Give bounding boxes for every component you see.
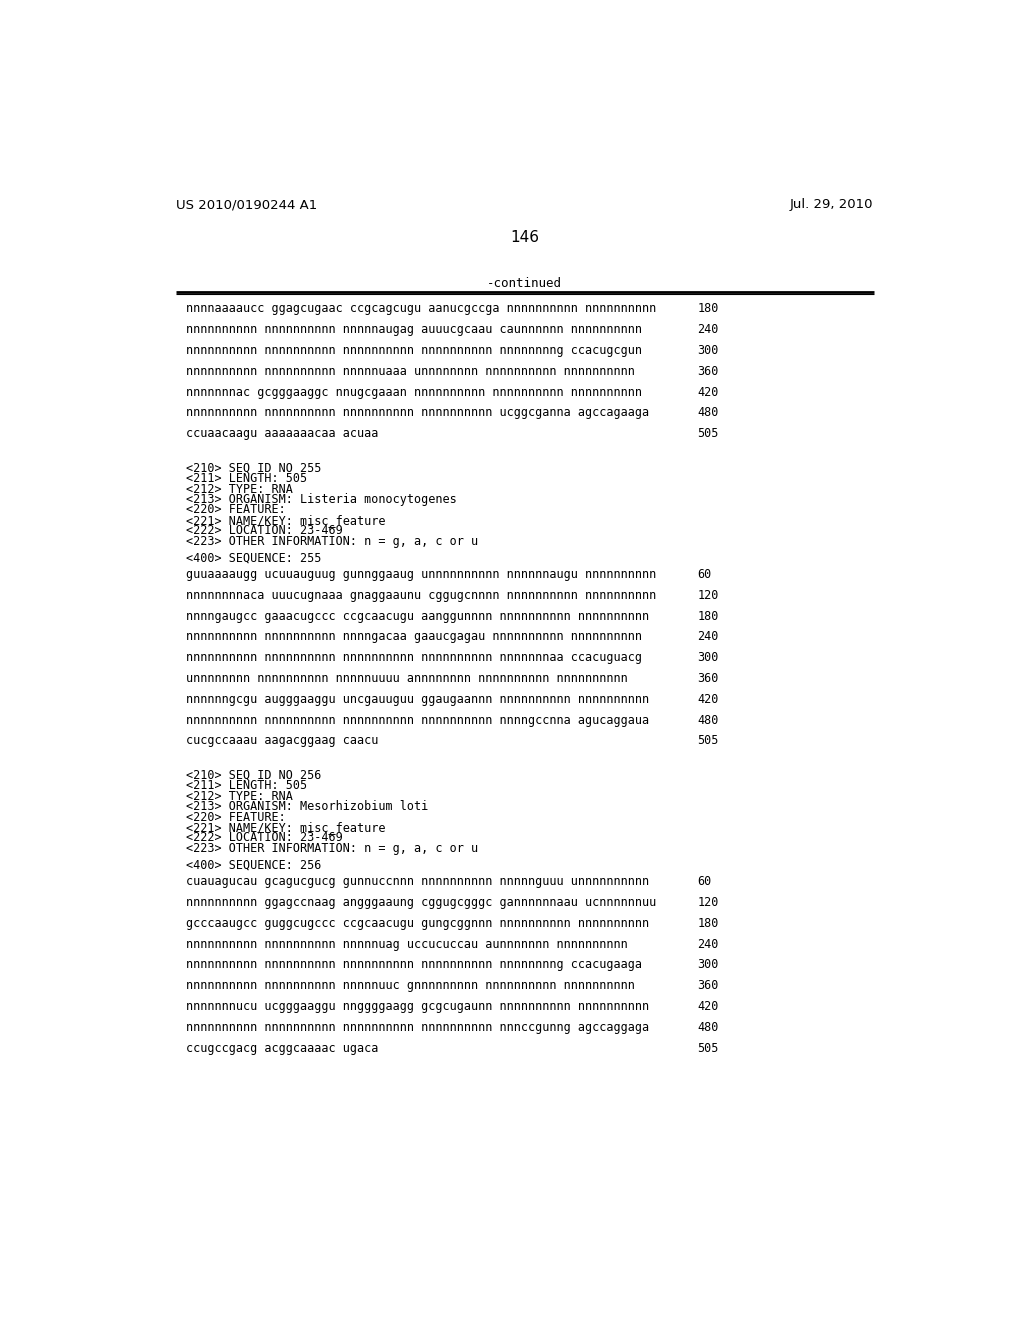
Text: 505: 505 <box>697 428 719 440</box>
Text: 60: 60 <box>697 875 712 888</box>
Text: <213> ORGANISM: Listeria monocytogenes: <213> ORGANISM: Listeria monocytogenes <box>186 492 457 506</box>
Text: 300: 300 <box>697 651 719 664</box>
Text: US 2010/0190244 A1: US 2010/0190244 A1 <box>176 198 317 211</box>
Text: 505: 505 <box>697 734 719 747</box>
Text: 180: 180 <box>697 302 719 315</box>
Text: <213> ORGANISM: Mesorhizobium loti: <213> ORGANISM: Mesorhizobium loti <box>186 800 428 813</box>
Text: 240: 240 <box>697 323 719 337</box>
Text: 360: 360 <box>697 364 719 378</box>
Text: nnnnnnnnaca uuucugnaaa gnaggaaunu cggugcnnnn nnnnnnnnnn nnnnnnnnnn: nnnnnnnnaca uuucugnaaa gnaggaaunu cggugc… <box>186 589 656 602</box>
Text: -continued: -continued <box>487 277 562 290</box>
Text: 300: 300 <box>697 958 719 972</box>
Text: cucgccaaau aagacggaag caacu: cucgccaaau aagacggaag caacu <box>186 734 379 747</box>
Text: nnnnnnnnnn nnnnnnnnnn nnnnnnnnnn nnnnnnnnnn nnnngccnna agucaggaua: nnnnnnnnnn nnnnnnnnnn nnnnnnnnnn nnnnnnn… <box>186 714 649 726</box>
Text: nnnnnnnnnn nnnnnnnnnn nnnnnnnnnn nnnnnnnnnn nnnnnnnng ccacugcgun: nnnnnnnnnn nnnnnnnnnn nnnnnnnnnn nnnnnnn… <box>186 345 642 356</box>
Text: Jul. 29, 2010: Jul. 29, 2010 <box>791 198 873 211</box>
Text: ccuaacaagu aaaaaaacaa acuaa: ccuaacaagu aaaaaaacaa acuaa <box>186 428 379 440</box>
Text: nnnnnnnnnn nnnnnnnnnn nnnnnnnnnn nnnnnnnnnn ucggcganna agccagaaga: nnnnnnnnnn nnnnnnnnnn nnnnnnnnnn nnnnnnn… <box>186 407 649 420</box>
Text: nnnnnngcgu augggaaggu uncgauuguu ggaugaannn nnnnnnnnnn nnnnnnnnnn: nnnnnngcgu augggaaggu uncgauuguu ggaugaa… <box>186 693 649 706</box>
Text: nnnnnnnnnn nnnnnnnnnn nnnnnnnnnn nnnnnnnnnn nnnccgunng agccaggaga: nnnnnnnnnn nnnnnnnnnn nnnnnnnnnn nnnnnnn… <box>186 1020 649 1034</box>
Text: nnnnnnnnnn nnnnnnnnnn nnnnnaugag auuucgcaau caunnnnnn nnnnnnnnnn: nnnnnnnnnn nnnnnnnnnn nnnnnaugag auuucgc… <box>186 323 642 337</box>
Text: nnnnnnnnnn nnnnnnnnnn nnnnnuag uccucuccau aunnnnnnn nnnnnnnnnn: nnnnnnnnnn nnnnnnnnnn nnnnnuag uccucucca… <box>186 937 628 950</box>
Text: 360: 360 <box>697 979 719 993</box>
Text: 240: 240 <box>697 631 719 643</box>
Text: <220> FEATURE:: <220> FEATURE: <box>186 503 286 516</box>
Text: <210> SEQ ID NO 255: <210> SEQ ID NO 255 <box>186 462 322 475</box>
Text: 480: 480 <box>697 407 719 420</box>
Text: <212> TYPE: RNA: <212> TYPE: RNA <box>186 483 293 495</box>
Text: 480: 480 <box>697 1020 719 1034</box>
Text: gcccaaugcc guggcugccc ccgcaacugu gungcggnnn nnnnnnnnnn nnnnnnnnnn: gcccaaugcc guggcugccc ccgcaacugu gungcgg… <box>186 917 649 929</box>
Text: ccugccgacg acggcaaaac ugaca: ccugccgacg acggcaaaac ugaca <box>186 1041 379 1055</box>
Text: <400> SEQUENCE: 255: <400> SEQUENCE: 255 <box>186 552 322 564</box>
Text: nnnnnnnnnn ggagccnaag angggaaung cggugcgggc gannnnnnaau ucnnnnnnuu: nnnnnnnnnn ggagccnaag angggaaung cggugcg… <box>186 896 656 909</box>
Text: <223> OTHER INFORMATION: n = g, a, c or u: <223> OTHER INFORMATION: n = g, a, c or … <box>186 535 478 548</box>
Text: 146: 146 <box>510 230 540 244</box>
Text: <221> NAME/KEY: misc_feature: <221> NAME/KEY: misc_feature <box>186 513 386 527</box>
Text: 420: 420 <box>697 385 719 399</box>
Text: guuaaaaugg ucuuauguug gunnggaaug unnnnnnnnnn nnnnnnaugu nnnnnnnnnn: guuaaaaugg ucuuauguug gunnggaaug unnnnnn… <box>186 568 656 581</box>
Text: unnnnnnnn nnnnnnnnnn nnnnnuuuu annnnnnnn nnnnnnnnnn nnnnnnnnnn: unnnnnnnn nnnnnnnnnn nnnnnuuuu annnnnnnn… <box>186 672 628 685</box>
Text: <400> SEQUENCE: 256: <400> SEQUENCE: 256 <box>186 858 322 871</box>
Text: 420: 420 <box>697 693 719 706</box>
Text: <223> OTHER INFORMATION: n = g, a, c or u: <223> OTHER INFORMATION: n = g, a, c or … <box>186 842 478 855</box>
Text: nnnnaaaaucc ggagcugaac ccgcagcugu aanucgccga nnnnnnnnnn nnnnnnnnnn: nnnnaaaaucc ggagcugaac ccgcagcugu aanucg… <box>186 302 656 315</box>
Text: <211> LENGTH: 505: <211> LENGTH: 505 <box>186 779 307 792</box>
Text: <220> FEATURE:: <220> FEATURE: <box>186 810 286 824</box>
Text: <221> NAME/KEY: misc_feature: <221> NAME/KEY: misc_feature <box>186 821 386 834</box>
Text: 480: 480 <box>697 714 719 726</box>
Text: <222> LOCATION: 23-469: <222> LOCATION: 23-469 <box>186 832 343 845</box>
Text: 420: 420 <box>697 1001 719 1012</box>
Text: 180: 180 <box>697 917 719 929</box>
Text: <211> LENGTH: 505: <211> LENGTH: 505 <box>186 473 307 486</box>
Text: 180: 180 <box>697 610 719 623</box>
Text: nnnnnnnnnn nnnnnnnnnn nnnnnnnnnn nnnnnnnnnn nnnnnnnng ccacugaaga: nnnnnnnnnn nnnnnnnnnn nnnnnnnnnn nnnnnnn… <box>186 958 642 972</box>
Text: nnnnnnnac gcgggaaggc nnugcgaaan nnnnnnnnnn nnnnnnnnnn nnnnnnnnnn: nnnnnnnac gcgggaaggc nnugcgaaan nnnnnnnn… <box>186 385 642 399</box>
Text: 120: 120 <box>697 896 719 909</box>
Text: 60: 60 <box>697 568 712 581</box>
Text: nnnnnnnnnn nnnnnnnnnn nnnnnuaaa unnnnnnnn nnnnnnnnnn nnnnnnnnnn: nnnnnnnnnn nnnnnnnnnn nnnnnuaaa unnnnnnn… <box>186 364 635 378</box>
Text: nnnngaugcc gaaacugccc ccgcaacugu aanggunnnn nnnnnnnnnn nnnnnnnnnn: nnnngaugcc gaaacugccc ccgcaacugu aanggun… <box>186 610 649 623</box>
Text: nnnnnnnnnn nnnnnnnnnn nnnnnnnnnn nnnnnnnnnn nnnnnnnaa ccacuguacg: nnnnnnnnnn nnnnnnnnnn nnnnnnnnnn nnnnnnn… <box>186 651 642 664</box>
Text: 120: 120 <box>697 589 719 602</box>
Text: nnnnnnnucu ucgggaaggu nnggggaagg gcgcugaunn nnnnnnnnnn nnnnnnnnnn: nnnnnnnucu ucgggaaggu nnggggaagg gcgcuga… <box>186 1001 649 1012</box>
Text: 360: 360 <box>697 672 719 685</box>
Text: <212> TYPE: RNA: <212> TYPE: RNA <box>186 789 293 803</box>
Text: 240: 240 <box>697 937 719 950</box>
Text: 300: 300 <box>697 345 719 356</box>
Text: nnnnnnnnnn nnnnnnnnnn nnnngacaa gaaucgagau nnnnnnnnnn nnnnnnnnnn: nnnnnnnnnn nnnnnnnnnn nnnngacaa gaaucgag… <box>186 631 642 643</box>
Text: <210> SEQ ID NO 256: <210> SEQ ID NO 256 <box>186 770 322 781</box>
Text: nnnnnnnnnn nnnnnnnnnn nnnnnuuc gnnnnnnnnn nnnnnnnnnn nnnnnnnnnn: nnnnnnnnnn nnnnnnnnnn nnnnnuuc gnnnnnnnn… <box>186 979 635 993</box>
Text: 505: 505 <box>697 1041 719 1055</box>
Text: <222> LOCATION: 23-469: <222> LOCATION: 23-469 <box>186 524 343 537</box>
Text: cuauagucau gcagucgucg gunnuccnnn nnnnnnnnnn nnnnnguuu unnnnnnnnnn: cuauagucau gcagucgucg gunnuccnnn nnnnnnn… <box>186 875 649 888</box>
